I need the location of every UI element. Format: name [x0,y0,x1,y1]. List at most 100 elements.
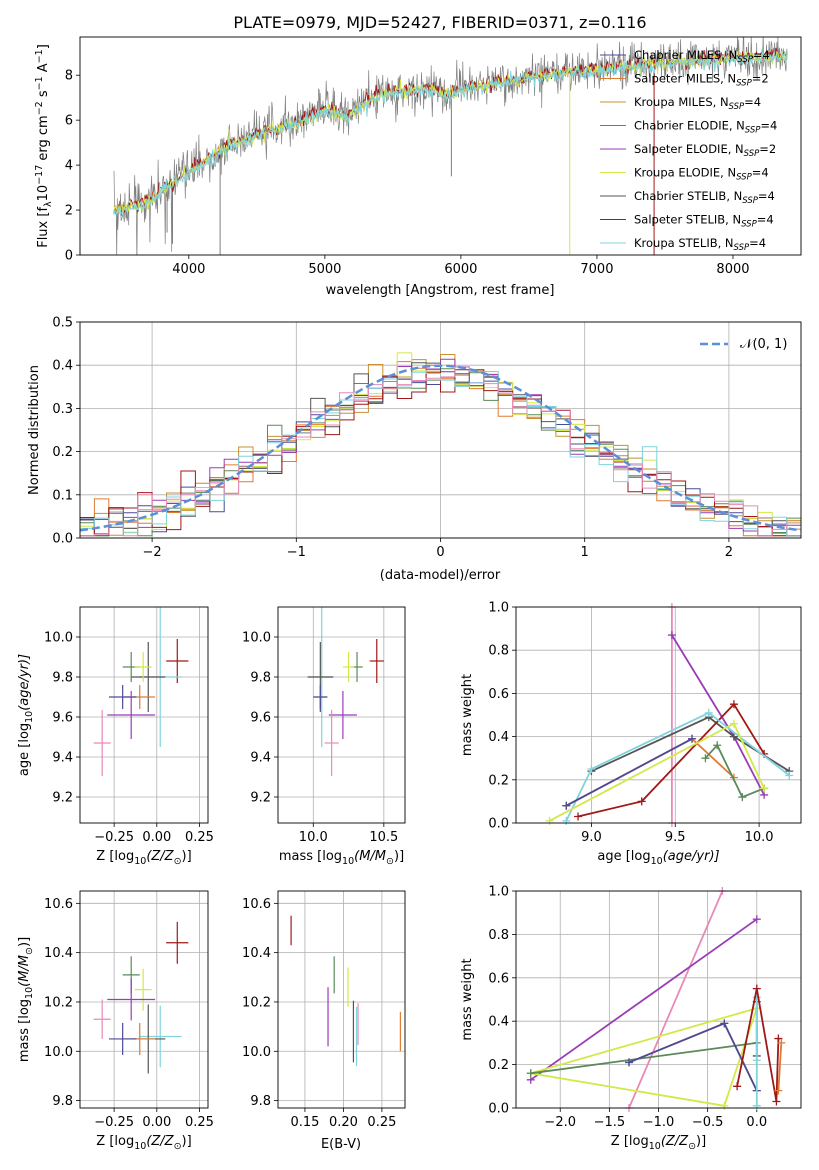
x-tick-label: 7000 [580,262,613,277]
x-tick-label: 6000 [444,262,477,277]
y-tick-label: 0.0 [488,1102,509,1117]
weight-marker [562,801,571,810]
axes-frame [515,890,802,1109]
weight-marker [720,1101,729,1110]
x-tick-label: −1.0 [643,1115,675,1130]
x-axis-label: E(B-V) [321,1137,361,1152]
y-tick-label: 10.6 [242,897,271,912]
y-tick-label: 0.3 [52,402,73,417]
figure-title: PLATE=0979, MJD=52427, FIBERID=0371, z=0… [233,13,646,32]
x-tick-label: 2 [725,545,733,560]
x-tick-label: −1 [287,545,306,560]
y-tick-label: 0.6 [488,971,509,986]
x-tick-label: 10.0 [299,830,328,845]
y-tick-label: 0 [65,249,73,264]
weight-marker [777,1038,786,1047]
histogram-series [80,371,801,537]
x-axis-label: wavelength [Angstrom, rest frame] [326,283,555,298]
y-tick-label: 0.0 [488,817,509,832]
x-tick-label: −0.25 [94,1115,134,1130]
y-axis-label: mass weight [460,674,475,756]
x-tick-label: 1 [581,545,589,560]
weight-series-line [530,1042,757,1075]
axes-frame [515,606,802,824]
y-tick-label: 0.8 [488,644,509,659]
x-tick-label: −1.5 [594,1115,626,1130]
x-tick-label: 0.25 [367,1115,396,1130]
weight-marker [738,793,747,802]
y-tick-label: 6 [65,114,73,129]
weight-marker [729,700,738,709]
weight-marker [545,816,554,825]
legend-entry: Chabrier STELIB, NSSP=4 [634,189,775,206]
y-tick-label: 9.2 [52,791,73,806]
y-tick-label: 0.4 [488,730,509,745]
y-axis-label: age [log10(age/yr)] [17,654,35,776]
y-axis-label: Flux [fλ10−17 erg cm−2 s−1 A−1] [34,44,54,248]
mass-vs-metallicity-panel: −0.25 0.00 0.25 9.8 10.0 10.2 10.4 10.6 Z [log10… [17,890,214,1152]
weight-series-line [704,743,765,799]
y-tick-label: 10.2 [44,995,73,1010]
weight-series-line [671,634,765,796]
weight-marker [774,1034,783,1043]
weight-series-line [777,1042,783,1091]
y-tick-label: 10.2 [242,995,271,1010]
x-tick-label: 0.15 [290,1115,319,1130]
y-tick-label: 0.4 [488,1015,509,1030]
weight-marker [713,741,722,750]
weight-marker [752,1101,761,1110]
x-tick-label: 9.5 [665,830,686,845]
x-axis-label: age [log10(age/yr)] [597,849,719,867]
x-axis-label: Z [log10(Z/Z⊙)] [611,1134,706,1152]
weight-marker [667,631,676,640]
legend-entry: Salpeter ELODIE, NSSP=2 [634,142,776,159]
y-tick-label: 9.6 [52,711,73,726]
weight-marker [720,1019,729,1028]
y-tick-label: 1.0 [488,601,509,616]
x-tick-label: 10.5 [369,830,398,845]
weight-marker [774,1086,783,1095]
x-axis-label: Z [log10(Z/Z⊙)] [96,1134,191,1152]
y-tick-label: 9.6 [250,711,271,726]
y-tick-label: 0.0 [52,532,73,547]
weight-series-line [530,918,758,1081]
y-axis-label: Normed distribution [27,365,42,495]
mass-vs-ebv-panel: 0.15 0.20 0.25 9.8 10.0 10.2 10.4 10.6 E(B-V) [242,890,406,1152]
x-tick-label: 4000 [172,262,205,277]
x-tick-label: 5000 [308,262,341,277]
weight-marker [574,812,583,821]
x-tick-label: 9.0 [581,830,602,845]
weight-marker [625,1058,634,1067]
y-tick-label: 9.4 [52,751,73,766]
weight-marker [752,984,761,993]
weight-marker [562,816,571,825]
model-spectrum-line [113,48,788,217]
y-tick-label: 9.8 [52,1094,73,1109]
legend-entry: Salpeter STELIB, NSSP=4 [634,213,774,230]
y-tick-label: 2 [65,204,73,219]
y-tick-label: 10.0 [242,631,271,646]
x-axis-label: mass [log10(M/M⊙)] [279,849,404,867]
y-tick-label: 0.6 [488,687,509,702]
x-tick-label: 10.0 [745,830,774,845]
legend-entry: Salpeter MILES, NSSP=2 [634,72,769,89]
y-tick-label: 4 [65,159,73,174]
y-tick-label: 10.0 [242,1045,271,1060]
x-axis-label: (data-model)/error [380,568,501,583]
weight-series-line [628,890,724,1109]
weight-series-line [591,716,790,773]
y-tick-label: 0.8 [488,928,509,943]
weight-marker [785,771,794,780]
age-vs-metallicity-panel: −0.25 0.00 0.25 9.2 9.4 9.6 9.8 10.0 Z [log10(Z/… [17,606,214,867]
y-tick-label: 0.2 [488,773,509,788]
legend-entry: Chabrier ELODIE, NSSP=4 [634,119,777,136]
x-tick-label: 0.00 [142,830,171,845]
weight-marker [752,915,761,924]
weight-marker [587,765,596,773]
legend-entry: Kroupa ELODIE, NSSP=4 [634,166,769,183]
y-tick-label: 0.4 [52,359,73,374]
axes-frame [277,890,406,1109]
mass-weight-vs-age-panel: 9.0 9.5 10.0 0.0 0.2 0.4 0.6 0.8 1.0 age [log10(a… [460,601,802,867]
legend-entry: 𝒩(0, 1) [740,337,787,352]
weight-marker [752,993,761,1002]
